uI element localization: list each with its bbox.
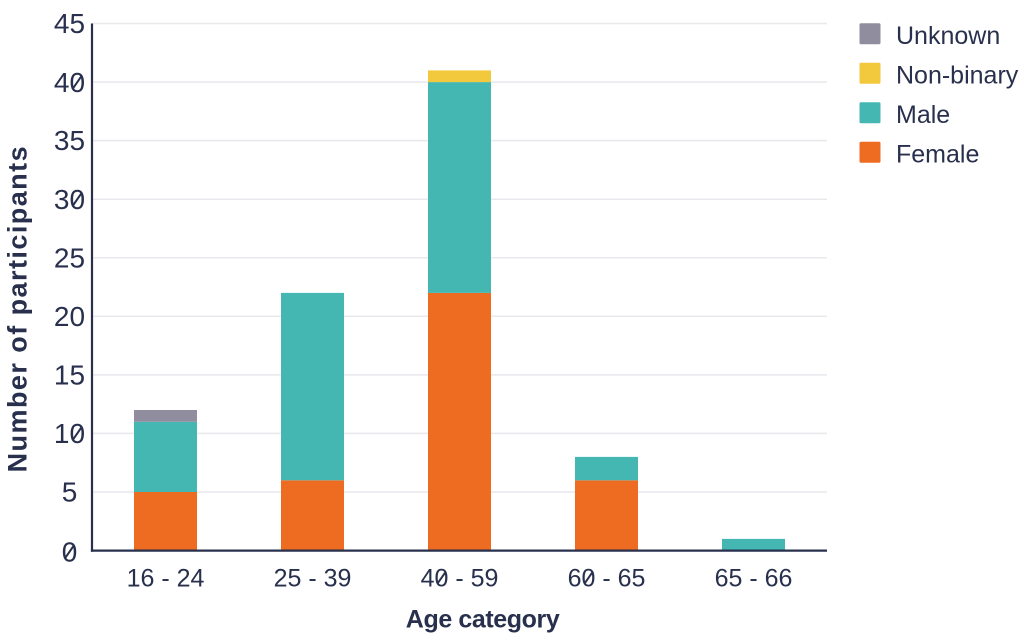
svg-text:40: 40 xyxy=(54,67,85,98)
svg-text:60 - 65: 60 - 65 xyxy=(568,565,646,593)
svg-text:35: 35 xyxy=(54,125,85,156)
svg-text:5: 5 xyxy=(62,477,78,508)
svg-text:65 - 66: 65 - 66 xyxy=(715,565,793,593)
svg-text:30: 30 xyxy=(54,184,85,215)
svg-text:45: 45 xyxy=(54,8,85,39)
svg-text:20: 20 xyxy=(54,301,85,332)
svg-text:Female: Female xyxy=(896,140,979,168)
svg-text:16 - 24: 16 - 24 xyxy=(127,565,205,593)
svg-text:25 - 39: 25 - 39 xyxy=(274,565,352,593)
svg-text:Non-binary: Non-binary xyxy=(896,61,1019,89)
svg-text:15: 15 xyxy=(54,360,85,391)
svg-text:40 - 59: 40 - 59 xyxy=(421,565,499,593)
svg-text:10: 10 xyxy=(54,418,85,449)
svg-text:Number of participants: Number of participants xyxy=(2,145,32,472)
svg-text:Age category: Age category xyxy=(406,606,560,634)
svg-text:Unknown: Unknown xyxy=(896,22,1000,50)
svg-text:25: 25 xyxy=(54,242,85,273)
svg-text:Male: Male xyxy=(896,101,950,129)
